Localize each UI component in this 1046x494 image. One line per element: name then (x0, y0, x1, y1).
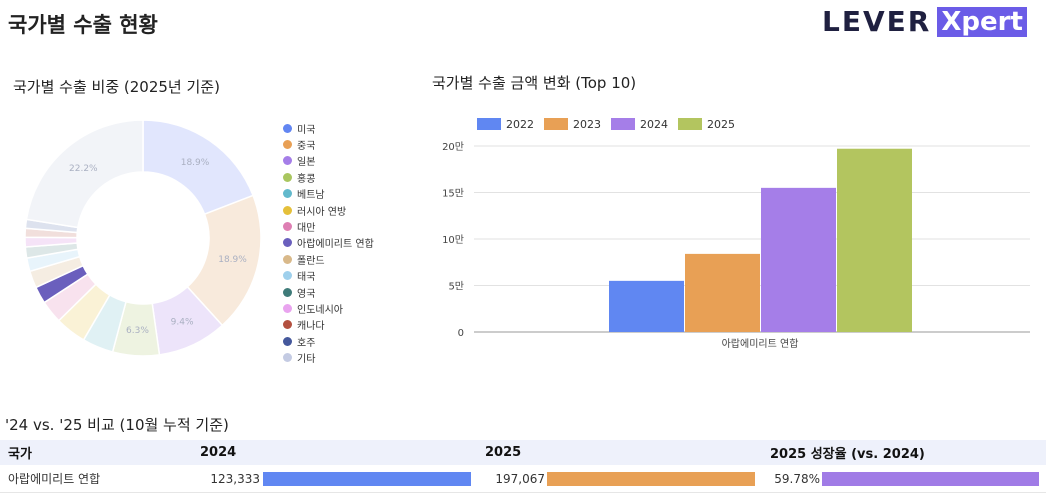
legend-label: 베트남 (297, 190, 325, 202)
bar-legend-item-2025[interactable]: 2025 (678, 118, 735, 131)
svg-text:2025: 2025 (707, 118, 735, 131)
legend-item-5[interactable]: 러시아 연방 (283, 202, 374, 218)
svg-text:2024: 2024 (640, 118, 668, 131)
legend-label: 미국 (297, 124, 316, 136)
header-2024: 2024 (200, 445, 237, 460)
y-tick-label: 0 (458, 328, 464, 339)
legend-dot-icon (283, 172, 292, 182)
donut-slice-label-1: 18.9% (218, 255, 247, 265)
bar-2024[interactable] (761, 187, 836, 332)
legend-item-12[interactable]: 캐나다 (283, 317, 374, 333)
legend-item-6[interactable]: 대만 (283, 218, 374, 234)
donut-slice-label-2: 9.4% (171, 317, 194, 327)
logo-lever-text: LEVER (822, 5, 932, 38)
x-tick-label: 아랍에미리트 연합 (722, 337, 799, 350)
row-bar-2024 (263, 471, 471, 486)
donut-chart: 18.9% 18.9% 9.4% 6.3% 22.2% (24, 119, 262, 357)
legend-label: 러시아 연방 (297, 206, 347, 218)
legend-dot-icon (283, 189, 292, 199)
legend-dot-icon (283, 336, 292, 346)
donut-slice-14 (25, 119, 144, 229)
table-row: 아랍에미리트 연합 123,333 197,067 59.78% (0, 465, 1046, 493)
legend-label: 홍콩 (297, 173, 316, 185)
legend-dot-icon (283, 271, 292, 281)
legend-item-1[interactable]: 중국 (283, 136, 374, 152)
legend-dot-icon (283, 140, 292, 150)
page-title: 국가별 수출 현황 (8, 13, 158, 37)
comparison-title: '24 vs. '25 비교 (10월 누적 기준) (5, 416, 229, 434)
y-tick-label: 20만 (442, 141, 464, 153)
legend-item-13[interactable]: 호주 (283, 333, 374, 349)
donut-slice-label-3: 6.3% (126, 326, 149, 336)
y-tick-label: 5만 (448, 281, 464, 293)
row-bar-2025 (547, 471, 755, 486)
legend-label: 대만 (297, 223, 316, 235)
header-growth: 2025 성장율 (vs. 2024) (770, 447, 925, 462)
bar-chart-title: 국가별 수출 금액 변화 (Top 10) (432, 74, 637, 92)
legend-item-11[interactable]: 인도네시아 (283, 300, 374, 316)
legend-label: 아랍에미리트 연합 (297, 239, 374, 251)
legend-dot-icon (283, 222, 292, 232)
legend-label: 영국 (297, 288, 316, 300)
logo-xpert-text: Xpert (937, 7, 1027, 37)
y-tick-label: 15만 (442, 188, 464, 200)
legend-item-4[interactable]: 베트남 (283, 186, 374, 202)
legend-dot-icon (283, 320, 292, 330)
y-tick-label: 10만 (442, 234, 464, 246)
bar-legend-item-2022[interactable]: 2022 (477, 118, 534, 131)
legend-item-3[interactable]: 홍콩 (283, 169, 374, 185)
row-value-2024: 123,333 (210, 471, 260, 486)
bar-2023[interactable] (685, 253, 760, 332)
donut-slice-label-14: 22.2% (69, 164, 98, 174)
legend-label: 인도네시아 (297, 304, 343, 316)
legend-dot-icon (283, 123, 292, 133)
comparison-header-row: 국가 2024 2025 2025 성장율 (vs. 2024) (0, 440, 1046, 465)
legend-dot-icon (283, 303, 292, 313)
legend-item-9[interactable]: 태국 (283, 268, 374, 284)
svg-text:2022: 2022 (506, 118, 534, 131)
legend-label: 기타 (297, 354, 316, 366)
legend-label: 중국 (297, 141, 316, 153)
bar-2022[interactable] (609, 280, 684, 332)
legend-label: 캐나다 (297, 321, 325, 333)
legend-item-8[interactable]: 폴란드 (283, 251, 374, 267)
bar-legend-item-2024[interactable]: 2024 (611, 118, 668, 131)
legend-label: 폴란드 (297, 255, 325, 267)
legend-item-7[interactable]: 아랍에미리트 연합 (283, 235, 374, 251)
header-country: 국가 (8, 447, 32, 462)
header-2025: 2025 (485, 445, 522, 460)
legend-dot-icon (283, 254, 292, 264)
legend-dot-icon (283, 287, 292, 297)
row-value-2025: 197,067 (495, 471, 545, 486)
svg-text:2023: 2023 (573, 118, 601, 131)
legend-dot-icon (283, 238, 292, 248)
bar-2025[interactable] (837, 148, 912, 332)
bar-legend-item-2023[interactable]: 2023 (544, 118, 601, 131)
legend-dot-icon (283, 353, 292, 363)
lever-xpert-logo: LEVER Xpert (822, 6, 1027, 38)
legend-dot-icon (283, 205, 292, 215)
donut-chart-title: 국가별 수출 비중 (2025년 기준) (13, 78, 220, 96)
legend-dot-icon (283, 156, 292, 166)
comparison-table: 국가 2024 2025 2025 성장율 (vs. 2024) 아랍에미리트 … (0, 440, 1046, 493)
legend-item-0[interactable]: 미국 (283, 120, 374, 136)
legend-item-2[interactable]: 일본 (283, 153, 374, 169)
legend-label: 태국 (297, 272, 316, 284)
legend-item-14[interactable]: 기타 (283, 349, 374, 365)
legend-label: 호주 (297, 337, 316, 349)
legend-label: 일본 (297, 157, 316, 169)
row-bar-growth (822, 471, 1039, 486)
row-growth-value: 59.78% (774, 471, 820, 486)
row-country: 아랍에미리트 연합 (8, 472, 101, 486)
donut-slice-label-0: 18.9% (181, 158, 210, 168)
legend-item-10[interactable]: 영국 (283, 284, 374, 300)
